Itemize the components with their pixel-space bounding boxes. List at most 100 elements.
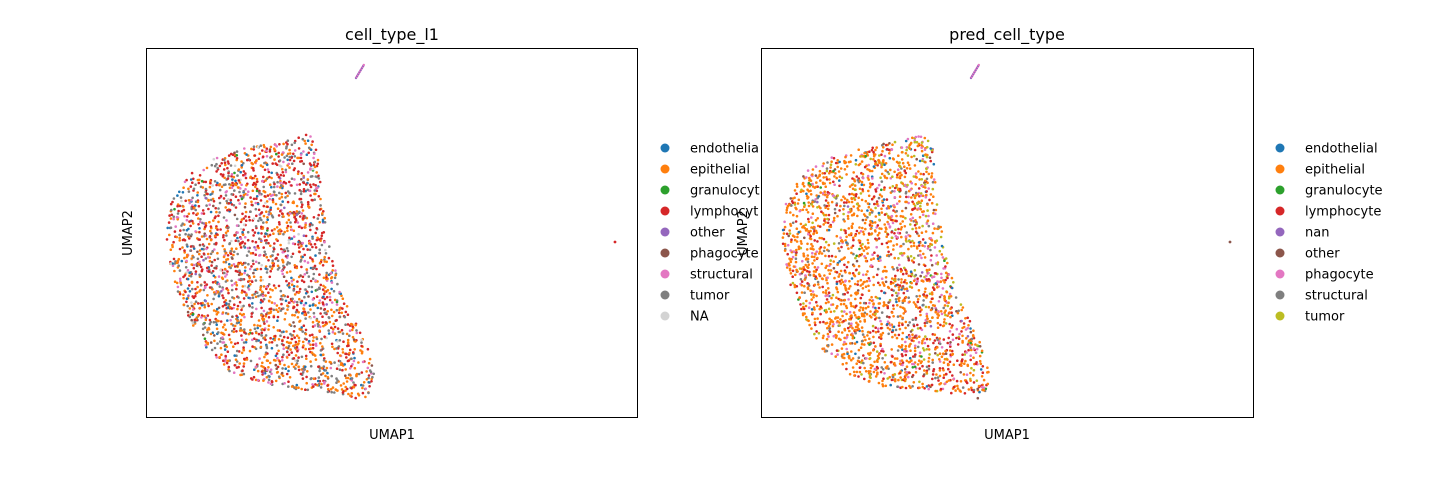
scatter-point <box>861 333 865 336</box>
scatter-point <box>886 170 889 174</box>
scatter-point <box>846 198 849 202</box>
scatter-point <box>258 191 261 195</box>
scatter-point <box>241 285 245 288</box>
scatter-point <box>880 163 884 166</box>
scatter-point <box>309 364 313 368</box>
scatter-point <box>299 156 303 160</box>
scatter-point <box>895 336 899 340</box>
scatter-point <box>196 194 199 197</box>
scatter-point <box>981 365 985 368</box>
scatter-point <box>910 245 913 248</box>
scatter-point <box>323 297 327 301</box>
scatter-point <box>829 320 832 324</box>
scatter-point <box>194 204 197 207</box>
scatter-point <box>311 245 314 249</box>
scatter-point <box>273 242 276 245</box>
scatter-point <box>786 243 790 247</box>
scatter-point <box>874 306 877 310</box>
scatter-point <box>192 255 195 259</box>
scatter-point <box>890 288 893 292</box>
scatter-point <box>316 158 320 162</box>
scatter-point <box>930 176 933 179</box>
scatter-point <box>906 161 910 164</box>
scatter-point <box>926 317 929 321</box>
scatter-point <box>323 290 327 293</box>
scatter-point <box>249 196 252 199</box>
scatter-point <box>878 255 882 259</box>
scatter-point <box>898 176 901 179</box>
scatter-point <box>323 292 326 296</box>
scatter-point <box>885 366 888 370</box>
scatter-point <box>297 243 300 246</box>
scatter-point <box>225 219 228 222</box>
scatter-point <box>211 281 215 284</box>
scatter-point <box>843 263 846 267</box>
scatter-point <box>354 396 358 400</box>
scatter-point <box>927 187 930 190</box>
scatter-point <box>861 293 864 297</box>
scatter-point <box>318 261 322 265</box>
scatter-point <box>235 224 239 227</box>
scatter-point <box>868 298 872 302</box>
scatter-point <box>917 244 921 247</box>
scatter-point <box>847 247 850 250</box>
scatter-point <box>230 193 233 196</box>
scatter-point <box>802 254 806 258</box>
scatter-point <box>265 376 269 379</box>
scatter-point <box>280 247 283 251</box>
scatter-point <box>923 341 927 345</box>
scatter-point <box>170 208 173 212</box>
scatter-point <box>288 191 291 195</box>
scatter-point <box>982 378 986 382</box>
scatter-point <box>270 301 274 304</box>
scatter-point <box>838 324 841 327</box>
scatter-point <box>208 322 212 326</box>
scatter-point <box>816 176 819 180</box>
scatter-point <box>311 325 315 328</box>
scatter-point <box>311 298 315 301</box>
scatter-point <box>244 219 248 222</box>
scatter-point <box>350 357 353 361</box>
scatter-point <box>820 277 824 280</box>
scatter-point <box>233 164 237 168</box>
scatter-point <box>909 330 913 333</box>
plot-frame <box>761 48 1254 418</box>
scatter-point <box>811 185 815 188</box>
scatter-point <box>833 310 836 313</box>
scatter-point <box>321 345 324 348</box>
scatter-point <box>339 384 343 387</box>
scatter-point <box>228 186 232 190</box>
scatter-point <box>821 212 825 215</box>
scatter-point <box>221 336 224 339</box>
scatter-point <box>919 194 923 197</box>
scatter-point <box>320 337 323 341</box>
scatter-point <box>922 252 925 256</box>
scatter-point <box>248 349 252 353</box>
scatter-point <box>846 205 850 208</box>
scatter-point <box>888 142 891 145</box>
legend-marker <box>660 227 670 237</box>
scatter-point <box>934 352 937 355</box>
scatter-point <box>927 387 930 391</box>
scatter-point <box>278 197 281 200</box>
scatter-point <box>333 276 337 280</box>
scatter-point <box>317 177 321 180</box>
scatter-point <box>913 346 917 350</box>
scatter-point <box>305 153 309 156</box>
scatter-point <box>925 365 929 369</box>
scatter-point <box>785 208 789 212</box>
scatter-point <box>293 216 296 219</box>
scatter-point <box>816 266 820 269</box>
scatter-point <box>276 315 280 319</box>
scatter-point <box>942 376 945 380</box>
scatter-point <box>858 366 862 370</box>
scatter-point <box>238 329 242 332</box>
scatter-point <box>171 262 174 265</box>
scatter-point <box>321 264 325 267</box>
scatter-point <box>234 183 238 187</box>
scatter-point <box>879 176 882 179</box>
scatter-point <box>294 217 298 221</box>
scatter-point <box>191 295 194 298</box>
scatter-point <box>341 348 345 351</box>
scatter-point <box>193 206 196 210</box>
